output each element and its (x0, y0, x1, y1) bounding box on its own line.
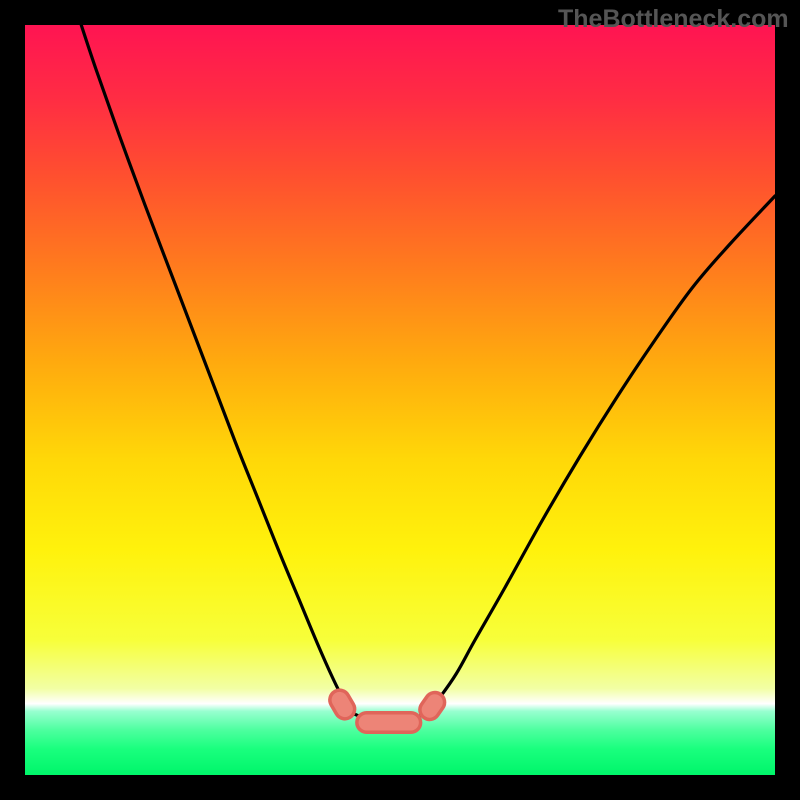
bottom-marker-0 (326, 687, 358, 723)
bottleneck-curve (81, 25, 775, 721)
bottom-marker-group (326, 687, 448, 733)
curve-layer (25, 25, 775, 775)
watermark-text: TheBottleneck.com (558, 5, 789, 34)
plot-area (25, 25, 775, 775)
chart-stage: TheBottleneck.com (0, 0, 800, 800)
bottom-marker-1 (357, 713, 421, 733)
